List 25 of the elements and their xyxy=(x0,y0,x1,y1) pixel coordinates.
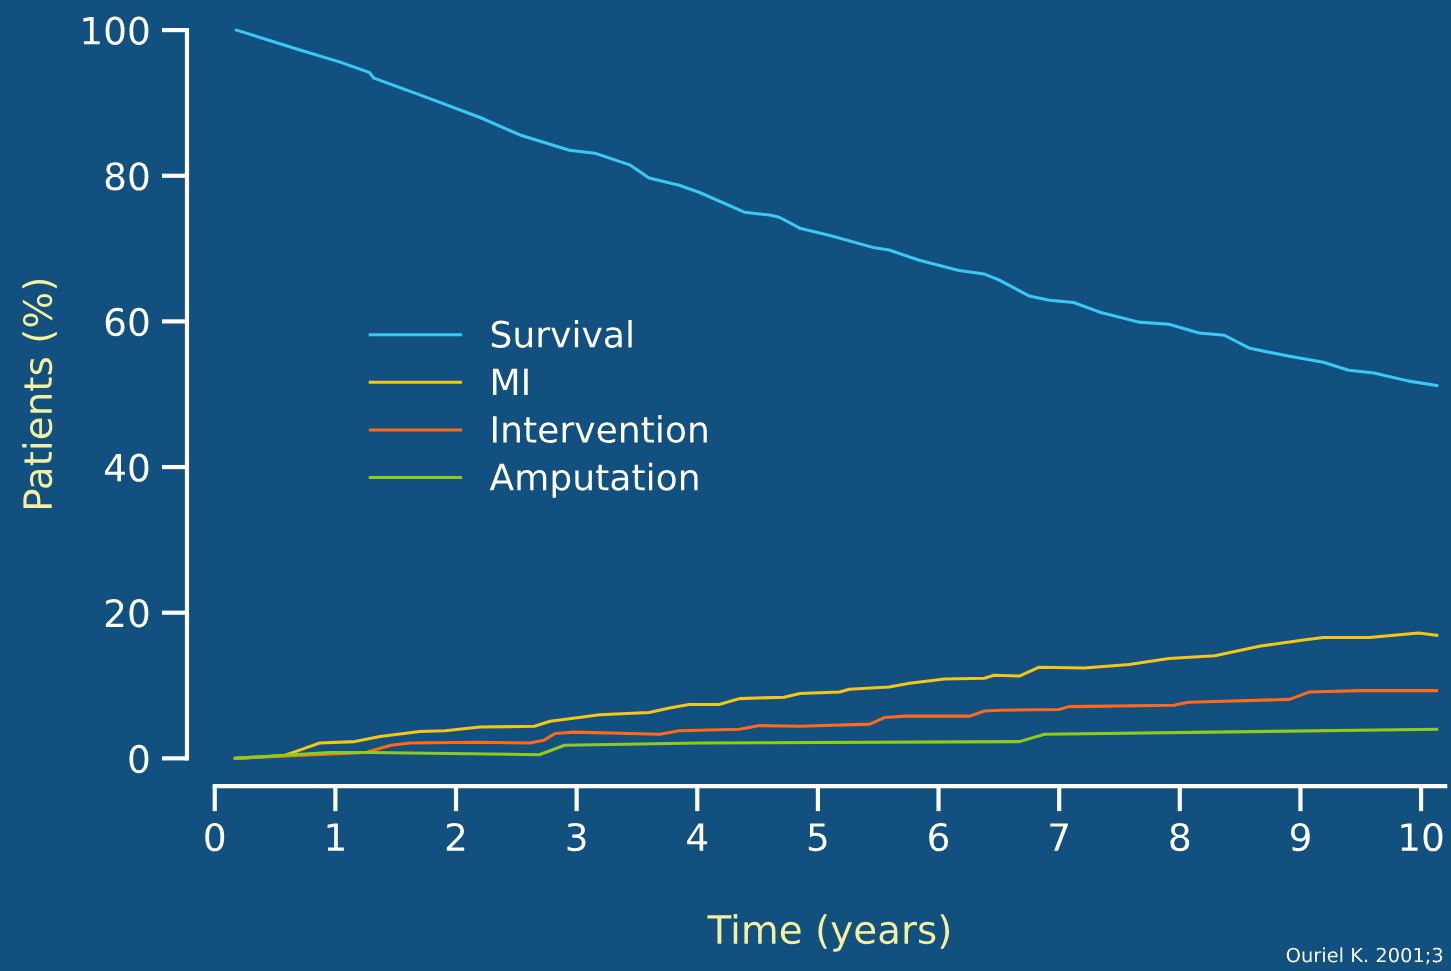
x-tick-label: 3 xyxy=(567,822,586,852)
legend-label: Intervention xyxy=(493,415,707,444)
legend-label: Survival xyxy=(491,319,632,348)
y-axis-title: Patients (%) xyxy=(22,279,57,509)
x-tick-label: 10 xyxy=(1401,822,1443,852)
y-tick-label: 100 xyxy=(83,16,149,45)
y-tick-label: 80 xyxy=(105,162,149,191)
x-tick-label: 9 xyxy=(1290,822,1310,852)
y-tick-label: 60 xyxy=(105,307,149,337)
y-tick-label: 20 xyxy=(105,599,149,628)
text: Ouriel K. 2001;3 xyxy=(1286,947,1443,965)
line-series xyxy=(233,727,1439,760)
x-tick-label: 4 xyxy=(687,823,708,851)
x-tick-label: 8 xyxy=(1170,822,1190,852)
x-tick-label: 2 xyxy=(446,822,465,851)
x-axis-title: Time (years) xyxy=(707,914,950,952)
x-tick-label: 5 xyxy=(808,823,827,852)
y-tick-label: 0 xyxy=(129,744,149,774)
x-tick-label: 7 xyxy=(1050,823,1068,851)
y-tick-label: 40 xyxy=(104,453,149,482)
x-tick-label: 6 xyxy=(929,822,949,852)
x-tick-label: 1 xyxy=(327,823,344,851)
legend-label: MI xyxy=(493,368,528,395)
legend-label: Amputation xyxy=(489,462,698,498)
x-tick-label: 0 xyxy=(205,822,225,852)
